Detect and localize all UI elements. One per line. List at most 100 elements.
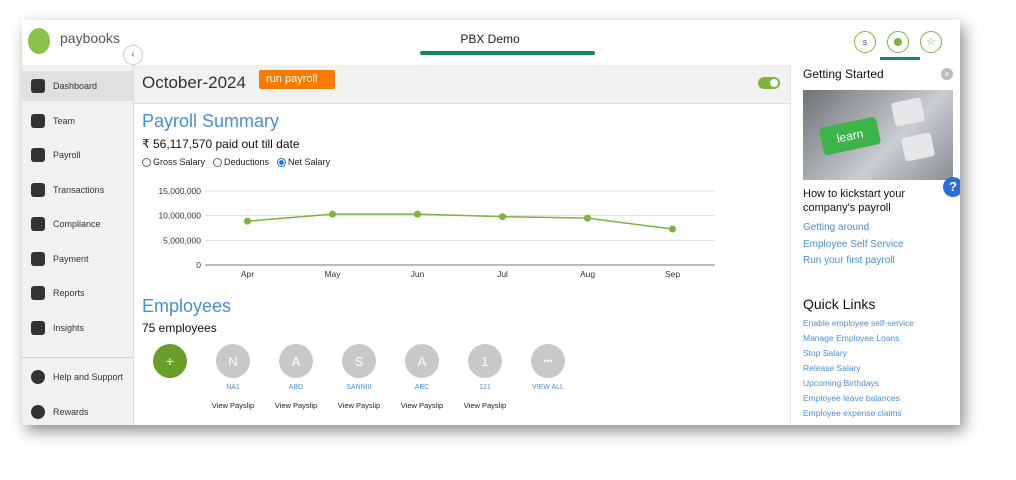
app-window: paybooks Dashboard Team Payroll Transaction… (22, 20, 960, 425)
nav-item[interactable]: Dashboard (22, 71, 133, 101)
employee-avatar[interactable]: N (216, 344, 250, 378)
logo-icon (28, 28, 50, 54)
toggle[interactable] (758, 77, 780, 89)
run-payroll-button[interactable]: run payroll (259, 70, 336, 89)
help-button[interactable]: ? (943, 177, 960, 197)
radio-label: Deductions (224, 157, 270, 167)
y-tick-label: 0 (196, 260, 201, 270)
add-employee-button[interactable]: + (153, 344, 187, 378)
x-tick-label: Aug (580, 269, 595, 279)
view-all-avatar[interactable]: ••• (531, 344, 565, 378)
radio-option[interactable]: Gross Salary (142, 157, 205, 167)
radio (213, 157, 223, 167)
nav-icon (31, 182, 45, 197)
section-title: Payroll Summary (142, 111, 280, 131)
nav-icon (31, 251, 45, 266)
nav-label: Reports (53, 288, 85, 298)
nav-icon (31, 148, 45, 162)
nav-label: Team (53, 115, 76, 126)
settings-button[interactable] (887, 31, 909, 53)
radio (277, 157, 287, 167)
x-tick-label: Jun (411, 269, 425, 279)
nav-item[interactable]: Help and Support (22, 362, 133, 392)
view-payslip-link[interactable]: View Payslip (337, 401, 381, 410)
nav-icon (31, 113, 45, 128)
sidebar: Dashboard Team Payroll Transactions Complian… (22, 65, 134, 425)
quick-link[interactable]: Release Salary (803, 363, 861, 373)
quick-link[interactable]: Stop Salary (803, 348, 847, 358)
getting-started-link[interactable]: Getting around (803, 222, 870, 233)
company-name[interactable]: PBX Demo (460, 32, 520, 46)
nav-label: Help and Support (53, 372, 124, 382)
nav-item[interactable]: Compliance (22, 209, 133, 239)
title-underline (420, 51, 595, 55)
quick-link[interactable]: Manage Employee Loans (803, 333, 900, 343)
employee-avatar[interactable]: A (279, 344, 313, 378)
payroll-chart: 0 5,000,000 10,000,000 15,000,000 Apr May Jun J… (158, 186, 715, 279)
summary-total: ₹ 56,117,570 paid out till date (142, 137, 300, 151)
image-key: learn (818, 116, 882, 156)
view-payslip-link[interactable]: View Payslip (400, 401, 444, 410)
employee-name[interactable]: ABD (288, 384, 304, 391)
settings-underline (880, 57, 920, 60)
getting-started-link[interactable]: Run your first payroll (803, 255, 895, 267)
x-tick-label: Apr (241, 269, 254, 279)
employee-name[interactable]: 121 (479, 384, 491, 391)
view-all-link[interactable]: VIEW ALL (532, 384, 564, 391)
nav-item[interactable]: Transactions (22, 175, 133, 205)
quick-link[interactable]: Employee expense claims (803, 408, 902, 418)
nav-label: Compliance (53, 219, 101, 229)
nav-item[interactable]: Insights (22, 313, 133, 343)
employee-name[interactable]: NA1 (226, 384, 240, 391)
x-tick-label: May (324, 269, 341, 279)
point (329, 210, 336, 218)
y-tick-label: 10,000,000 (158, 211, 201, 221)
radio-label: Gross Salary (153, 157, 206, 167)
collapse-button[interactable]: ‹ (123, 45, 143, 65)
point (244, 217, 251, 225)
quick-link[interactable]: Enable employee self-service (803, 318, 915, 328)
view-payslip-link[interactable]: View Payslip (211, 401, 255, 410)
quick-link[interactable]: Employee leave balances (803, 393, 900, 403)
favorite-button[interactable]: ☆ (920, 31, 942, 53)
close-button[interactable]: × (941, 68, 953, 80)
view-payslip-link[interactable]: View Payslip (463, 401, 507, 410)
employee-avatar[interactable]: 1 (468, 344, 502, 378)
tutorial-image: learn (803, 90, 953, 180)
nav-label: Payment (53, 253, 89, 264)
nav-icon (31, 79, 45, 93)
employee-avatar[interactable]: A (405, 344, 439, 378)
nav-icon (31, 404, 45, 419)
view-payslip-link[interactable]: View Payslip (274, 401, 318, 410)
period: October-2024 (142, 73, 246, 92)
nav-item[interactable]: Reports (22, 278, 133, 308)
radio-option[interactable]: Deductions (213, 157, 269, 167)
panel-title: Quick Links (803, 296, 876, 312)
right-panel: Getting Started × learn How to kickstart… (790, 65, 960, 425)
radio-label: Net Salary (288, 157, 331, 167)
employee-name[interactable]: ABC (414, 384, 430, 391)
nav-label: Insights (53, 322, 85, 333)
employee-avatar[interactable]: S (342, 344, 376, 378)
nav-icon (31, 286, 45, 300)
nav-item[interactable]: Payroll (22, 140, 133, 170)
nav-label: Rewards (53, 406, 89, 417)
quick-link[interactable]: Upcoming Birthdays (803, 378, 880, 388)
logo-text: paybooks (60, 30, 120, 46)
radio-option[interactable]: Net Salary (277, 157, 330, 167)
point (414, 210, 421, 218)
getting-started-link[interactable]: Employee Self Service (803, 238, 904, 250)
nav-icon (31, 320, 45, 335)
panel-heading: How to kickstart your company's payroll (803, 188, 906, 214)
nav-item[interactable]: Team (22, 106, 133, 136)
x-tick-label: Sep (665, 269, 680, 279)
nav-icon (31, 370, 45, 384)
panel-title: Getting Started (803, 67, 884, 81)
separator (22, 357, 133, 358)
nav-item[interactable]: Payment (22, 244, 133, 274)
employee-name[interactable]: SANNIII (346, 384, 372, 391)
user-button[interactable]: s (854, 31, 876, 53)
line (247, 213, 673, 230)
nav-item[interactable]: Rewards (22, 397, 133, 426)
